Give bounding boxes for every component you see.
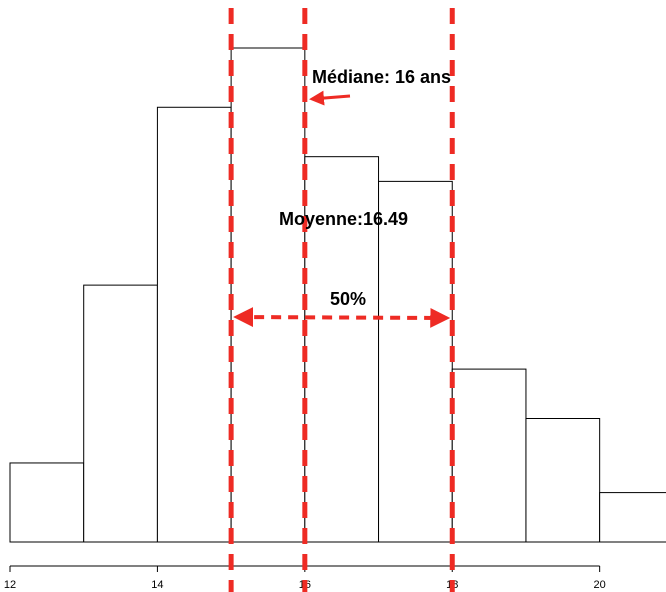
median-pointer-arrow (309, 90, 351, 106)
histogram-bar-8 (599, 492, 666, 543)
histogram-bar-2 (156, 106, 232, 543)
x-tick-label-12: 12 (4, 579, 16, 591)
histogram-bar-7 (525, 418, 601, 543)
histogram-bar-5 (378, 180, 453, 543)
iqr-annotation: 50% (330, 289, 366, 309)
histogram-bar-6 (451, 368, 527, 543)
histogram-bar-4 (304, 156, 380, 543)
histogram-bar-1 (83, 284, 158, 543)
median-annotation: Médiane: 16 ans (312, 67, 451, 87)
bars-layer (9, 47, 666, 543)
arrows-layer (233, 90, 451, 328)
reference-lines (228, 8, 455, 592)
x-tick-label-20: 20 (594, 579, 606, 591)
x-tick-label-14: 14 (151, 579, 163, 591)
histogram-bar-3 (230, 47, 306, 543)
histogram-bar-0 (9, 462, 85, 543)
mean-annotation: Moyenne:16.49 (279, 209, 408, 229)
iqr-span-arrow (233, 307, 451, 328)
